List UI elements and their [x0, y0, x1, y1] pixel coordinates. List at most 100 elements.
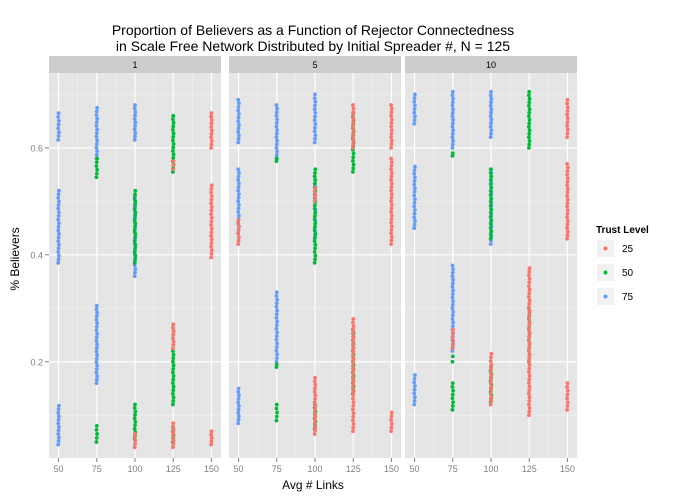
- facet-panel-10: 10 50 75 100 125 150: [405, 56, 577, 474]
- data-point: [489, 218, 494, 223]
- data-point: [171, 363, 176, 368]
- data-point: [489, 395, 494, 400]
- data-point: [275, 341, 280, 346]
- data-point: [450, 110, 455, 115]
- data-point: [489, 185, 494, 190]
- data-point: [236, 129, 241, 134]
- data-point: [451, 96, 456, 101]
- data-point: [389, 138, 394, 143]
- legend-label: 50: [622, 268, 634, 279]
- data-point: [209, 237, 214, 242]
- data-point: [209, 212, 213, 217]
- data-point: [389, 238, 394, 243]
- data-point: [450, 302, 455, 307]
- data-point: [170, 349, 175, 353]
- data-point: [488, 369, 493, 374]
- data-point: [236, 137, 241, 141]
- data-point: [450, 349, 455, 353]
- data-point: [389, 117, 394, 122]
- data-point: [170, 370, 175, 375]
- data-point: [94, 370, 99, 375]
- data-point: [209, 429, 214, 434]
- data-point: [56, 410, 61, 415]
- data-point: [209, 183, 214, 188]
- data-point: [95, 342, 100, 347]
- data-point: [313, 170, 317, 175]
- data-point: [389, 124, 393, 129]
- y-tick-label: 0.6: [30, 143, 43, 153]
- data-point: [412, 391, 417, 396]
- data-point: [526, 338, 531, 342]
- data-point: [236, 386, 241, 391]
- data-point: [313, 257, 317, 262]
- data-point: [56, 228, 61, 233]
- data-point: [450, 124, 455, 129]
- data-point: [57, 210, 61, 215]
- data-point: [489, 174, 494, 179]
- data-point: [209, 135, 213, 140]
- data-point: [236, 421, 241, 426]
- data-point: [57, 188, 61, 193]
- data-point: [526, 391, 531, 396]
- data-point: [527, 277, 532, 281]
- data-point: [527, 352, 532, 357]
- data-point: [389, 135, 393, 140]
- data-point: [274, 131, 279, 136]
- data-point: [94, 324, 99, 329]
- data-point: [171, 366, 176, 371]
- data-point: [526, 124, 531, 129]
- data-point: [450, 89, 455, 94]
- data-point: [565, 201, 570, 206]
- data-point: [237, 122, 241, 127]
- data-point: [350, 170, 355, 174]
- data-point: [489, 373, 494, 378]
- facet-strip-label: 5: [312, 60, 317, 70]
- data-point: [312, 400, 317, 405]
- data-point: [236, 195, 241, 200]
- data-point: [413, 164, 417, 169]
- data-point: [313, 253, 318, 258]
- data-point: [56, 439, 61, 443]
- data-point: [565, 233, 570, 238]
- data-point: [450, 151, 455, 156]
- data-point: [313, 92, 317, 97]
- data-point: [274, 124, 279, 129]
- data-point: [171, 322, 176, 327]
- data-point: [526, 359, 531, 364]
- data-point: [171, 384, 176, 389]
- data-point: [489, 200, 493, 205]
- data-point: [133, 432, 137, 436]
- data-point: [274, 156, 279, 161]
- data-point: [565, 190, 570, 195]
- data-point: [170, 117, 175, 122]
- data-point: [236, 231, 241, 236]
- data-point: [450, 292, 455, 296]
- data-point: [274, 406, 279, 411]
- data-point: [170, 435, 175, 439]
- data-point: [133, 402, 137, 407]
- data-point: [389, 220, 393, 225]
- legend-title: Trust Level: [596, 225, 649, 236]
- data-point: [133, 232, 138, 236]
- data-point: [350, 342, 355, 347]
- data-point: [527, 377, 532, 382]
- data-point: [527, 96, 532, 101]
- data-point: [171, 431, 176, 436]
- data-point: [412, 193, 417, 198]
- data-point: [351, 317, 356, 321]
- data-point: [450, 335, 455, 340]
- data-point: [527, 345, 532, 349]
- data-point: [209, 248, 214, 253]
- data-point: [236, 206, 241, 211]
- data-point: [94, 349, 99, 354]
- data-point: [527, 142, 532, 147]
- data-point: [95, 374, 100, 378]
- data-point: [171, 352, 176, 357]
- data-point: [170, 359, 175, 364]
- data-point: [489, 351, 494, 356]
- data-point: [313, 386, 317, 391]
- facet-strip: [49, 56, 221, 73]
- data-point: [389, 121, 394, 125]
- data-point: [313, 407, 317, 412]
- x-tick-label: 100: [127, 464, 142, 474]
